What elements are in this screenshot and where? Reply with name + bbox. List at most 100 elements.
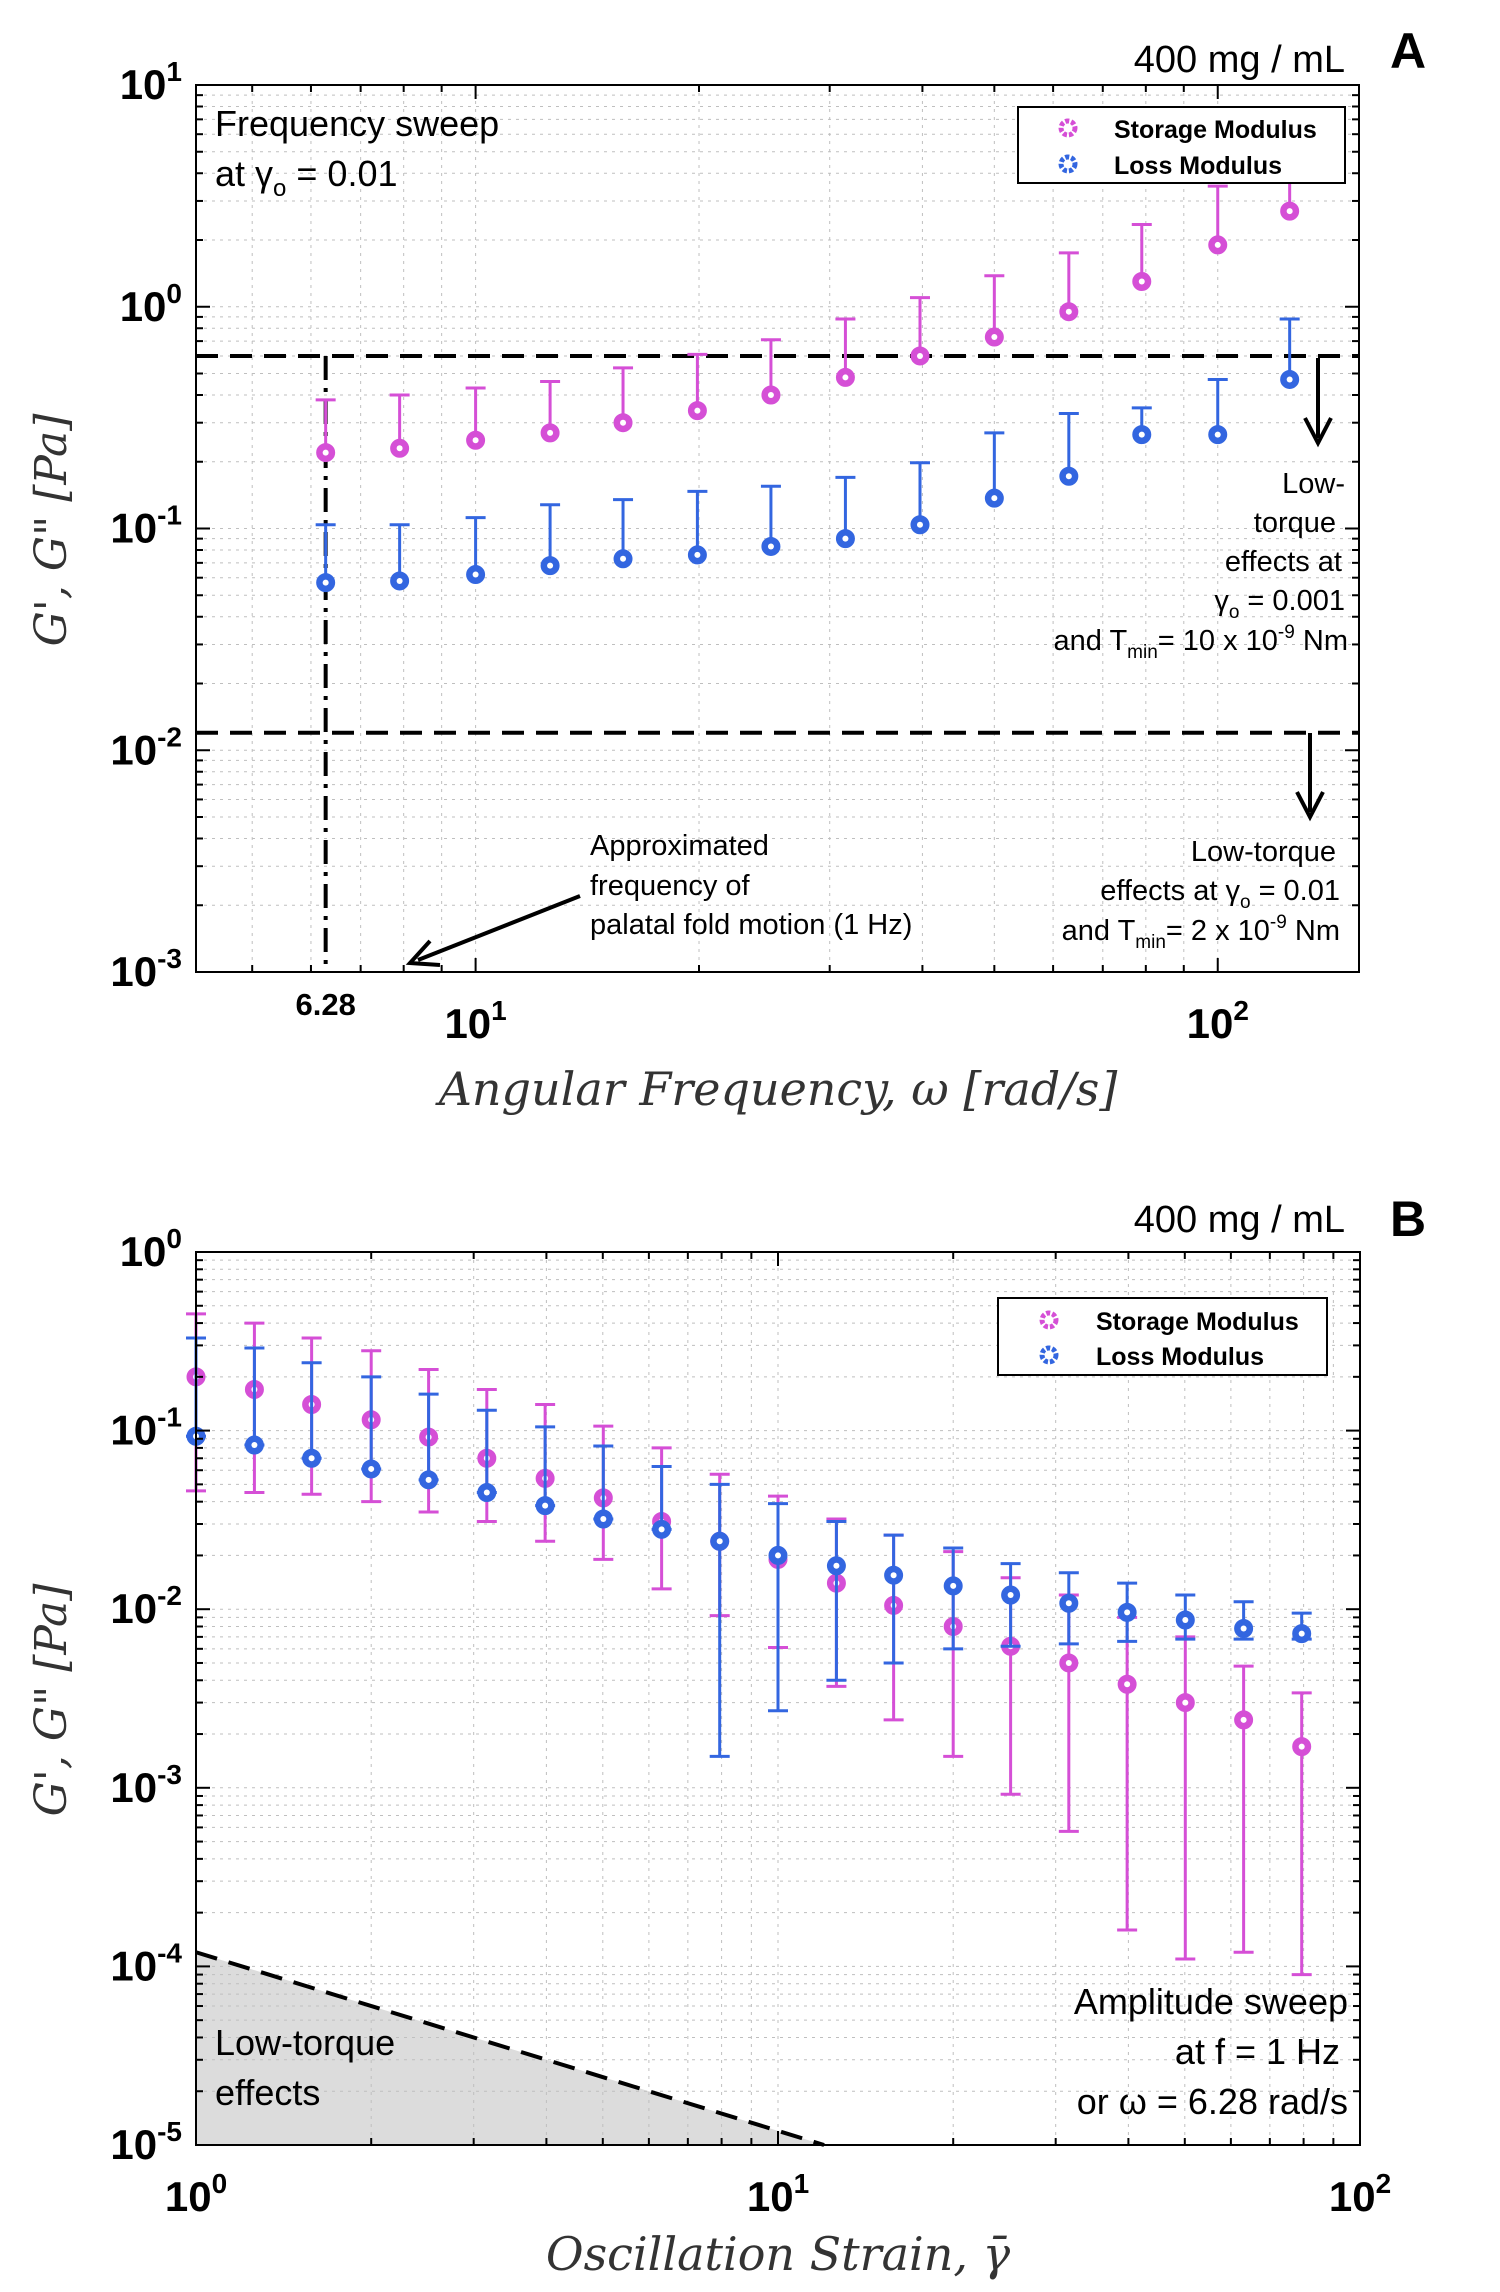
storage-point-center	[694, 407, 701, 414]
y-tick-label: 10-1	[110, 500, 182, 552]
panel-b-data-marks	[186, 1312, 1312, 1977]
svg-text:and Tmin= 2 x 10-9 Nm: and Tmin= 2 x 10-9 Nm	[1062, 912, 1340, 953]
y-tick-label: 10-1	[110, 1402, 182, 1454]
loss-point-center	[483, 1489, 490, 1496]
legend-storage-marker	[1058, 118, 1078, 138]
loss-point-center	[620, 555, 627, 562]
panel-a-x-axis-label: Angular Frequency, ω [rad/s]	[435, 1062, 1118, 1116]
loss-point-center	[542, 1502, 549, 1509]
low-torque-region-label: Low-torque effects	[215, 2022, 395, 2113]
svg-text:at f = 1 Hz: at f = 1 Hz	[1175, 2031, 1340, 2072]
loss-point-center	[842, 535, 849, 542]
panel-b-letter: B	[1390, 1191, 1426, 1247]
legend-loss-marker	[1058, 154, 1078, 174]
storage-point-center	[1124, 1681, 1131, 1688]
svg-text:γo= 0.001: γo = 0.001	[1214, 585, 1345, 623]
storage-point-center	[1065, 308, 1072, 315]
storage-point-center	[1065, 1659, 1072, 1666]
storage-point-center	[916, 352, 923, 359]
storage-point-center	[1286, 208, 1293, 215]
loss-point-center	[396, 577, 403, 584]
y-tick-label: 10-2	[110, 721, 182, 773]
loss-point-center	[308, 1455, 315, 1462]
loss-point-center	[1124, 1609, 1131, 1616]
svg-text:Low-torque: Low-torque	[215, 2022, 395, 2063]
legend-storage-label: Storage Modulus	[1096, 1308, 1299, 1336]
panel-b: B 400 mg / mL 100 101 10210010-110-210-310…	[26, 1191, 1426, 2281]
loss-point-center	[658, 1526, 665, 1533]
panel-a-legend: Storage Modulus Loss Modulus	[1017, 106, 1346, 184]
legend-storage-label: Storage Modulus	[1114, 116, 1317, 144]
loss-point-center	[251, 1442, 258, 1449]
strain-label: at γo = 0.01	[215, 153, 397, 202]
svg-text:effects at: effects at	[1225, 546, 1342, 578]
loss-point-center	[1286, 376, 1293, 383]
low-torque-annotation-upper: Low- torque effects at γo = 0.001 and Tmi…	[1054, 468, 1348, 663]
arrow-down-icon	[1295, 733, 1325, 822]
panel-a-ticks: 101 102 101 100 10-1 10-2 10-3	[110, 56, 1359, 1047]
panel-b-y-axis-label: G', G" [Pa]	[26, 1583, 77, 1817]
loss-point-center	[322, 579, 329, 586]
low-torque-shaded-region	[196, 1952, 825, 2145]
loss-point-center	[890, 1572, 897, 1579]
legend-storage-marker	[1039, 1310, 1059, 1330]
x-tick-label: 100	[165, 2168, 227, 2220]
x-tick-label: 101	[444, 995, 506, 1047]
loss-point-center	[1138, 431, 1145, 438]
x-tick-label: 102	[1329, 2168, 1391, 2220]
loss-point-center	[1065, 473, 1072, 480]
legend-loss-label: Loss Modulus	[1114, 152, 1282, 180]
frequency-sweep-label: Frequency sweep	[215, 103, 499, 144]
storage-point-center	[1240, 1716, 1247, 1723]
loss-point-center	[833, 1562, 840, 1569]
y-tick-label: 10-3	[110, 943, 182, 995]
y-tick-label: 10-3	[110, 1759, 182, 1811]
y-tick-label: 101	[120, 56, 182, 108]
loss-point-center	[950, 1582, 957, 1589]
loss-point-center	[472, 571, 479, 578]
panel-a: A 400 mg / mL 101 102 101 100 10-1 10-2 10-3 F…	[26, 23, 1426, 1116]
svg-text:torque: torque	[1254, 507, 1336, 539]
amplitude-sweep-annotation: Amplitude sweep at f = 1 Hz or ω = 6.28 …	[1074, 1981, 1348, 2122]
storage-point-center	[322, 449, 329, 456]
loss-point-center	[775, 1552, 781, 1559]
svg-text:and Tmin= 10 x 10-9 Nm: and Tmin= 10 x 10-9 Nm	[1054, 622, 1348, 663]
panel-b-concentration: 400 mg / mL	[1134, 1199, 1345, 1241]
svg-text:or ω = 6.28 rad/s: or ω = 6.28 rad/s	[1077, 2081, 1348, 2122]
loss-point-center	[368, 1465, 375, 1472]
storage-point-center	[547, 429, 554, 436]
loss-point-center	[991, 495, 998, 502]
storage-point-center	[620, 419, 627, 426]
legend-loss-label: Loss Modulus	[1096, 1343, 1264, 1371]
panel-b-x-axis-label: Oscillation Strain, γ̄	[546, 2227, 1011, 2281]
svg-text:frequency of: frequency of	[590, 870, 751, 902]
panel-b-ticks: 100 101 102 100 10-1 10-2 10-3 10-4 10-5	[110, 1223, 1391, 2220]
panel-a-data-marks	[315, 171, 1300, 593]
storage-point-center	[991, 334, 998, 341]
storage-point-center	[1138, 278, 1145, 285]
arrow-down-icon	[1303, 358, 1333, 448]
loss-point-center	[694, 551, 701, 558]
y-tick-label: 100	[120, 278, 182, 330]
panel-a-plot-area	[196, 85, 1359, 972]
low-torque-annotation-lower: Low-torque effects at γo = 0.01 and Tmin=…	[1062, 836, 1340, 953]
panel-a-concentration: 400 mg / mL	[1134, 39, 1345, 81]
panel-a-y-axis-label: G', G" [Pa]	[26, 413, 77, 647]
low-torque-boundary-line	[195, 1950, 825, 2147]
loss-point-center	[1214, 431, 1221, 438]
loss-point-center	[767, 543, 774, 550]
svg-text:Low-torque: Low-torque	[1191, 836, 1336, 868]
svg-text:palatal fold motion (1 Hz): palatal fold motion (1 Hz)	[590, 909, 912, 941]
x-tick-label: 102	[1187, 995, 1249, 1047]
loss-point-center	[547, 562, 554, 569]
y-tick-label: 10-2	[110, 1580, 182, 1632]
storage-point-center	[472, 437, 479, 444]
svg-text:Low-: Low-	[1282, 468, 1345, 500]
panel-b-legend: Storage Modulus Loss Modulus	[997, 1297, 1328, 1376]
loss-point-center	[1240, 1625, 1247, 1632]
loss-point-center	[1007, 1592, 1014, 1599]
palatal-fold-annotation: Approximated frequency of palatal fold m…	[590, 830, 912, 941]
loss-point-center	[425, 1476, 432, 1483]
storage-point-center	[1182, 1699, 1189, 1706]
